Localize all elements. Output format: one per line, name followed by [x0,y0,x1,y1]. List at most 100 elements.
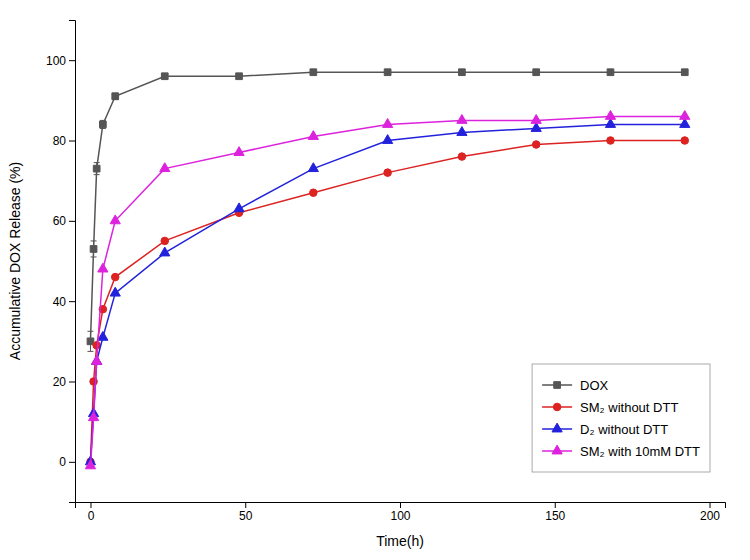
point [533,69,540,76]
tick-label: 150 [545,509,565,523]
point [161,237,169,245]
point [383,119,393,128]
point [607,137,615,145]
tick-label: 0 [88,509,95,523]
point [310,69,317,76]
point [110,215,120,224]
axis-line [76,503,726,509]
tick: 150 [545,502,565,523]
tick-label: 60 [53,214,67,228]
x-axis: 0 50 100 150 200 [76,502,726,523]
legend: DOX SM₂ without DTT D₂ without DTT SM₂ with… [532,364,710,472]
legend-label: SM₂ without DTT [580,400,678,415]
point [681,69,688,76]
legend-symbol [553,403,561,411]
legend-symbol [552,445,562,454]
point [112,93,119,100]
point [457,115,467,124]
point [605,111,615,120]
tick-label: 100 [46,54,66,68]
point [92,356,102,365]
tick-label: 50 [239,509,253,523]
error-bar-cap [87,331,93,332]
chart: 0 50 100 150 200 0 20 40 60 80 100 DOX SM₂ without D… [0,0,750,560]
series [87,69,688,352]
point [93,165,100,172]
tick: 80 [53,134,75,148]
point [532,141,540,149]
point [680,119,690,128]
point [160,163,170,172]
tick: 0 [88,502,95,523]
error-bar [87,331,93,351]
error-bar-cap [94,162,100,163]
tick: 0 [59,455,75,469]
point [605,119,615,128]
point [459,69,466,76]
tick-label: 80 [53,134,67,148]
point [111,273,119,281]
tick-mark [69,301,75,302]
legend-symbol [554,382,561,389]
line [90,116,684,465]
point [607,69,614,76]
point [458,153,466,161]
error-bar-cap [94,174,100,175]
point [310,189,318,197]
tick-label: 20 [53,375,67,389]
tick-mark [90,502,91,508]
tick-mark [69,221,75,222]
y-axis: 0 20 40 60 80 100 [46,21,76,503]
line [90,72,684,341]
point [531,115,541,124]
legend-item: D₂ without DTT [542,422,668,437]
point [160,247,170,256]
point [90,246,97,253]
tick: 60 [53,214,75,228]
tick: 100 [390,502,410,523]
point [383,135,393,144]
point [680,111,690,120]
legend-box [532,364,710,472]
point [236,73,243,80]
point [384,169,392,177]
point [681,137,689,145]
marks [85,69,689,469]
tick: 20 [53,375,75,389]
point [88,412,98,421]
error-bar [100,120,106,128]
legend-item: SM₂ without DTT [542,400,678,415]
error-bar [112,93,118,99]
error-bar [91,241,97,257]
legend-symbol [552,423,562,432]
tick: 200 [700,502,720,523]
legend-item: SM₂ with 10mM DTT [542,444,700,459]
point [234,147,244,156]
point [531,123,541,132]
y-axis-title: Accumulative DOX Release (%) [7,162,23,360]
point [110,287,120,296]
point [161,73,168,80]
tick: 100 [46,54,75,68]
point [234,203,244,212]
x-axis-title: Time(h) [376,533,424,549]
tick-mark [245,502,246,508]
tick-mark [710,502,711,508]
point [93,342,101,350]
tick-mark [555,502,556,508]
point [308,131,318,140]
error-bar [94,163,100,175]
tick-mark [69,141,75,142]
legend-label: DOX [580,378,609,393]
tick-label: 0 [59,455,66,469]
error-bar-cap [91,240,97,241]
point [100,121,107,128]
point [98,263,108,272]
tick-label: 40 [53,295,67,309]
tick-label: 200 [700,509,720,523]
legend-label: D₂ without DTT [580,422,668,437]
tick: 40 [53,295,75,309]
line [90,124,684,461]
legend-label: SM₂ with 10mM DTT [580,444,700,459]
point [308,163,318,172]
